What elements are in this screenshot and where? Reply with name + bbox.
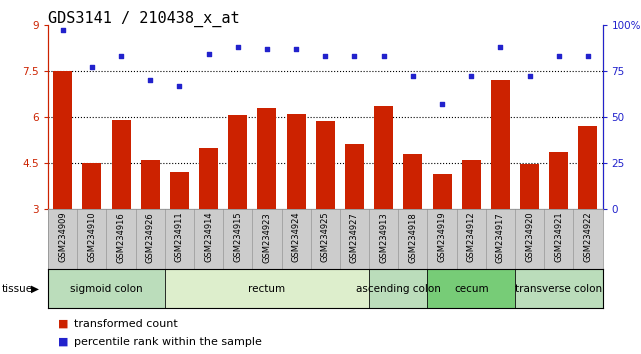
Text: percentile rank within the sample: percentile rank within the sample <box>74 337 262 347</box>
Bar <box>515 269 603 308</box>
Text: GSM234910: GSM234910 <box>87 212 96 263</box>
Bar <box>287 114 306 209</box>
Point <box>524 74 535 79</box>
Text: GSM234920: GSM234920 <box>525 212 534 263</box>
Text: GSM234923: GSM234923 <box>262 212 271 263</box>
Text: GSM234916: GSM234916 <box>117 212 126 263</box>
Bar <box>228 115 247 209</box>
Text: rectum: rectum <box>248 284 285 293</box>
Point <box>262 46 272 52</box>
Text: GSM234927: GSM234927 <box>350 212 359 263</box>
Text: GSM234924: GSM234924 <box>292 212 301 263</box>
Bar <box>199 148 218 209</box>
Point <box>203 51 213 57</box>
Bar <box>428 269 515 308</box>
Text: GDS3141 / 210438_x_at: GDS3141 / 210438_x_at <box>48 11 240 27</box>
Text: GSM234913: GSM234913 <box>379 212 388 263</box>
Bar <box>53 71 72 209</box>
Text: GSM234925: GSM234925 <box>320 212 330 263</box>
Point <box>320 53 330 59</box>
Bar <box>369 269 428 308</box>
Text: GSM234915: GSM234915 <box>233 212 242 263</box>
Bar <box>345 144 364 209</box>
Text: GSM234926: GSM234926 <box>146 212 154 263</box>
Bar <box>403 154 422 209</box>
Point <box>583 53 593 59</box>
Bar <box>112 120 131 209</box>
Text: GSM234918: GSM234918 <box>408 212 417 263</box>
Point <box>408 74 418 79</box>
Point <box>174 83 185 88</box>
Bar <box>258 108 276 209</box>
Point <box>87 64 97 70</box>
Text: GSM234921: GSM234921 <box>554 212 563 263</box>
Text: tissue: tissue <box>1 284 33 293</box>
Bar <box>170 172 189 209</box>
Bar <box>578 126 597 209</box>
Bar <box>549 152 569 209</box>
Bar <box>374 106 393 209</box>
Text: sigmoid colon: sigmoid colon <box>70 284 143 293</box>
Text: ■: ■ <box>58 337 68 347</box>
Text: GSM234914: GSM234914 <box>204 212 213 263</box>
Text: ▶: ▶ <box>31 284 38 293</box>
Text: GSM234912: GSM234912 <box>467 212 476 263</box>
Bar <box>82 163 101 209</box>
Text: ■: ■ <box>58 319 68 329</box>
Point <box>466 74 476 79</box>
Text: GSM234917: GSM234917 <box>496 212 505 263</box>
Point <box>349 53 360 59</box>
Point <box>495 44 506 50</box>
Bar <box>165 269 369 308</box>
Bar <box>520 164 539 209</box>
Text: GSM234919: GSM234919 <box>438 212 447 263</box>
Text: cecum: cecum <box>454 284 488 293</box>
Bar <box>433 173 451 209</box>
Bar <box>491 80 510 209</box>
Bar <box>141 160 160 209</box>
Bar <box>316 121 335 209</box>
Point <box>58 28 68 33</box>
Point <box>437 101 447 107</box>
Text: ascending colon: ascending colon <box>356 284 441 293</box>
Point <box>291 46 301 52</box>
Text: transformed count: transformed count <box>74 319 178 329</box>
Bar <box>48 269 165 308</box>
Text: GSM234911: GSM234911 <box>175 212 184 263</box>
Point <box>554 53 564 59</box>
Point <box>116 53 126 59</box>
Bar <box>462 160 481 209</box>
Point <box>233 44 243 50</box>
Text: transverse colon: transverse colon <box>515 284 603 293</box>
Point <box>145 77 155 83</box>
Text: GSM234922: GSM234922 <box>583 212 592 263</box>
Point <box>379 53 389 59</box>
Text: GSM234909: GSM234909 <box>58 212 67 263</box>
